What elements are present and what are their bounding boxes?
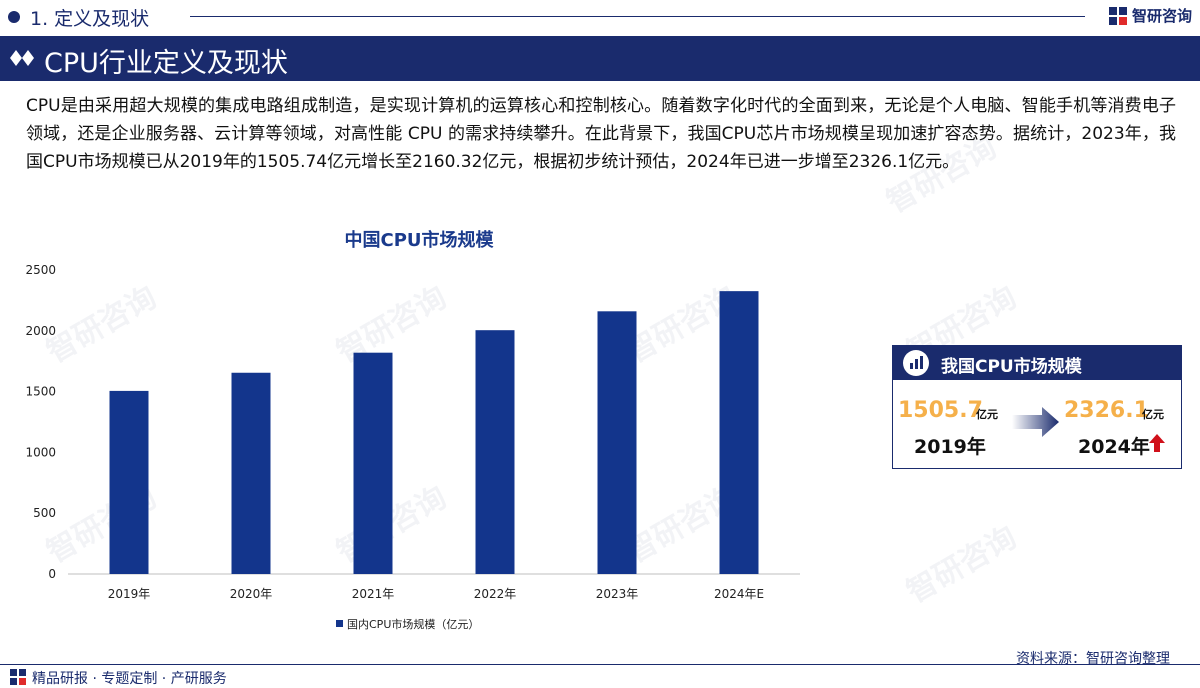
- bar: [597, 311, 637, 574]
- legend-swatch: [336, 620, 343, 627]
- summary-header: 我国CPU市场规模: [893, 346, 1181, 380]
- x-tick-label: 2020年: [230, 587, 273, 601]
- summary-right-unit: 亿元: [1142, 408, 1164, 421]
- summary-left-value: 1505.7: [898, 398, 983, 423]
- y-tick-label: 1500: [25, 385, 56, 399]
- footer-tagline: 精品研报 · 专题定制 · 产研服务: [32, 671, 227, 687]
- brand-logo-icon: [1108, 6, 1127, 25]
- brand-name: 智研咨询: [1131, 7, 1192, 25]
- growth-arrow-icon: [1012, 407, 1059, 437]
- x-tick-label: 2021年: [352, 587, 395, 601]
- bar-chart: 中国CPU市场规模 0 500 1000 1500 2000 2500 2019年 2020年 2…: [0, 220, 840, 640]
- up-arrow-icon: [1149, 434, 1165, 452]
- header-divider: [190, 16, 1085, 17]
- y-tick-label: 1000: [25, 445, 56, 459]
- brand: 智研咨询: [1108, 5, 1192, 26]
- chart-svg: 中国CPU市场规模 0 500 1000 1500 2000 2500 2019年 2020年 2…: [25, 229, 800, 631]
- x-tick-label: 2024年E: [714, 587, 764, 601]
- section-title: 1. 定义及现状: [30, 8, 150, 30]
- summary-right-year: 2024年: [1078, 436, 1150, 458]
- y-tick-label: 2000: [25, 324, 56, 338]
- summary-title: 我国CPU市场规模: [941, 357, 1082, 377]
- footer-divider: [0, 664, 1200, 665]
- bar: [109, 390, 149, 574]
- page-title: CPU行业定义及现状: [44, 48, 288, 79]
- x-tick-label: 2023年: [596, 587, 639, 601]
- section-dot-icon: [8, 11, 20, 23]
- top-header: 1. 定义及现状 智研咨询: [0, 0, 1200, 34]
- summary-right-value: 2326.1: [1064, 398, 1149, 423]
- diamond-icon: [10, 50, 34, 66]
- bar: [231, 372, 271, 574]
- bar: [353, 352, 393, 574]
- x-tick-label: 2019年: [108, 587, 151, 601]
- y-tick-label: 0: [48, 567, 56, 581]
- summary-left-year: 2019年: [914, 436, 986, 458]
- x-tick-label: 2022年: [474, 587, 517, 601]
- bar: [475, 330, 515, 574]
- title-banner: CPU行业定义及现状: [0, 36, 1200, 81]
- y-tick-label: 2500: [25, 263, 56, 277]
- watermark-text: 智研咨询: [901, 519, 1023, 611]
- summary-left-unit: 亿元: [976, 408, 998, 421]
- y-tick-label: 500: [33, 506, 56, 520]
- summary-card: 我国CPU市场规模: [892, 345, 1182, 469]
- chart-title: 中国CPU市场规模: [344, 229, 494, 251]
- footer-logo-icon: [10, 669, 26, 685]
- chart-pie-icon: [903, 350, 929, 376]
- legend-label: 国内CPU市场规模（亿元）: [347, 617, 479, 631]
- description-paragraph: CPU是由采用超大规模的集成电路组成制造，是实现计算机的运算核心和控制核心。随着…: [26, 96, 1176, 172]
- bar: [719, 291, 759, 574]
- data-source: 资料来源：智研咨询整理: [1016, 651, 1170, 667]
